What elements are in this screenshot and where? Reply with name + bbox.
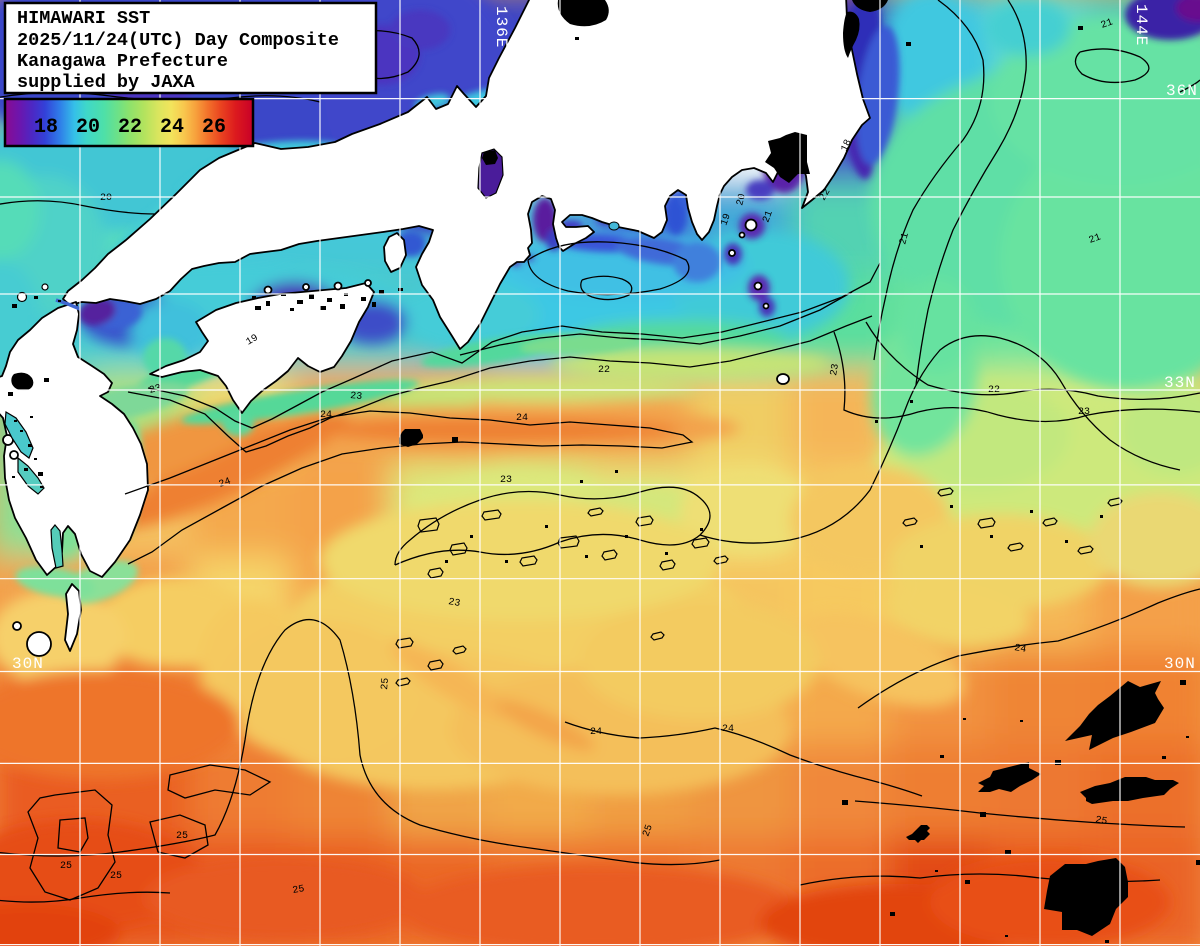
svg-text:25: 25 [1094, 815, 1108, 828]
svg-text:30N: 30N [12, 655, 44, 673]
svg-text:24: 24 [160, 116, 184, 139]
svg-text:24: 24 [590, 727, 602, 738]
svg-text:22: 22 [118, 116, 142, 139]
svg-text:24: 24 [320, 410, 332, 421]
svg-text:22: 22 [818, 187, 834, 203]
svg-text:19: 19 [245, 333, 261, 349]
svg-text:2025/11/24(UTC) Day Composite: 2025/11/24(UTC) Day Composite [17, 30, 339, 51]
svg-text:23: 23 [1078, 407, 1090, 418]
svg-text:21: 21 [761, 209, 775, 224]
svg-text:136E: 136E [492, 6, 510, 48]
svg-text:24: 24 [218, 476, 233, 490]
svg-text:18: 18 [840, 138, 855, 154]
svg-text:25: 25 [292, 884, 306, 897]
svg-text:Kanagawa Prefecture: Kanagawa Prefecture [17, 51, 228, 72]
svg-text:20: 20 [735, 193, 749, 207]
svg-text:23: 23 [447, 597, 461, 610]
svg-text:36N: 36N [1166, 82, 1198, 100]
svg-text:HIMAWARI SST: HIMAWARI SST [17, 8, 150, 29]
svg-text:21: 21 [1100, 17, 1115, 31]
svg-text:25: 25 [60, 861, 72, 872]
svg-text:19: 19 [719, 212, 733, 227]
svg-text:20: 20 [76, 116, 100, 139]
svg-text:21: 21 [898, 232, 912, 246]
svg-text:30N: 30N [1164, 655, 1196, 673]
svg-text:33N: 33N [1164, 374, 1196, 392]
svg-text:25: 25 [110, 871, 122, 882]
svg-text:25: 25 [380, 677, 392, 690]
svg-text:23: 23 [829, 363, 842, 377]
svg-text:18: 18 [34, 116, 58, 139]
svg-text:20: 20 [100, 193, 112, 204]
svg-text:22: 22 [598, 365, 610, 376]
svg-text:25: 25 [176, 831, 188, 842]
svg-text:24: 24 [1013, 643, 1027, 656]
svg-text:144E: 144E [1132, 4, 1150, 46]
svg-text:26: 26 [202, 116, 226, 139]
svg-text:supplied by JAXA: supplied by JAXA [17, 72, 196, 93]
svg-text:21: 21 [1088, 232, 1103, 246]
svg-text:23: 23 [500, 475, 512, 486]
svg-text:24: 24 [516, 413, 528, 424]
svg-text:25: 25 [641, 823, 655, 838]
svg-text:23: 23 [350, 391, 363, 403]
svg-text:24: 24 [722, 724, 734, 735]
